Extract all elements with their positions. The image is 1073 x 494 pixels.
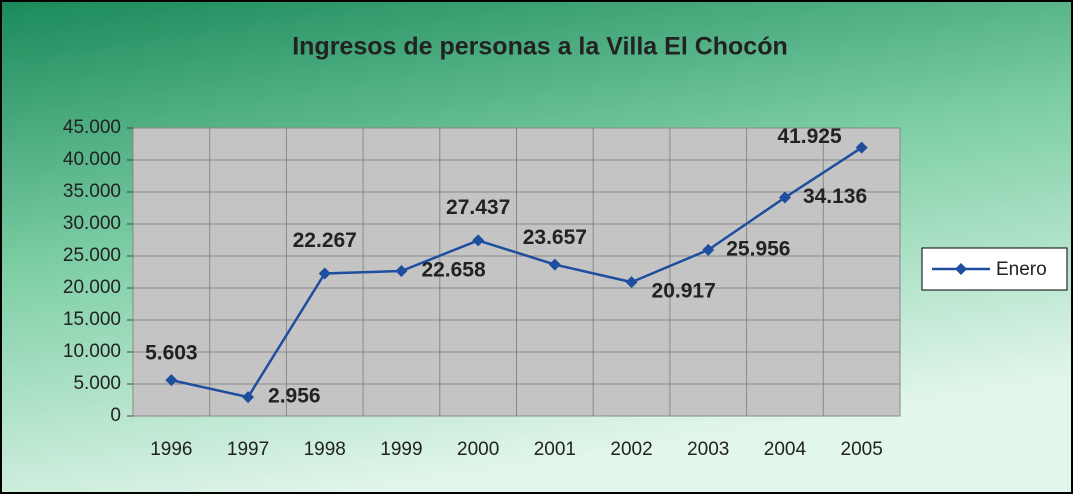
data-label: 22.658 <box>421 259 486 282</box>
x-tick-label: 2001 <box>534 439 576 460</box>
x-tick-label: 2004 <box>764 439 807 460</box>
data-label: 2.956 <box>268 385 321 408</box>
data-label: 27.437 <box>446 196 510 219</box>
y-tick-label: 35.000 <box>63 181 121 202</box>
y-tick-label: 10.000 <box>63 341 121 362</box>
marker <box>242 391 255 404</box>
marker <box>625 276 638 289</box>
y-tick-label: 40.000 <box>63 149 121 170</box>
y-tick-label: 5.000 <box>73 373 121 394</box>
marker <box>702 243 715 256</box>
marker <box>778 191 791 204</box>
marker <box>395 264 408 277</box>
y-tick-label: 30.000 <box>63 213 121 234</box>
data-label: 23.657 <box>523 226 587 249</box>
data-label: 25.956 <box>726 237 790 260</box>
marker <box>548 258 561 271</box>
x-tick-label: 1999 <box>380 439 422 460</box>
data-label: 22.267 <box>293 229 357 252</box>
y-tick-label: 25.000 <box>63 245 121 266</box>
y-tick-label: 15.000 <box>63 309 121 330</box>
x-tick-label: 1998 <box>304 439 346 460</box>
data-label: 20.917 <box>652 280 716 303</box>
x-tick-label: 2002 <box>610 439 652 460</box>
x-tick-label: 1996 <box>150 439 192 460</box>
legend-label: Enero <box>996 259 1047 280</box>
x-tick-label: 1997 <box>227 439 269 460</box>
line <box>171 146 863 399</box>
chart-title: Ingresos de personas a la Villa El Chocó… <box>292 33 788 61</box>
data-label: 41.925 <box>777 125 842 148</box>
data-label: 34.136 <box>803 185 867 208</box>
x-tick-label: 2003 <box>687 439 729 460</box>
x-tick-label: 2005 <box>841 439 883 460</box>
y-tick-label: 45.000 <box>63 117 121 138</box>
y-tick-label: 0 <box>110 405 121 426</box>
marker <box>855 141 868 154</box>
y-tick-label: 20.000 <box>63 277 121 298</box>
marker <box>472 234 485 247</box>
marker <box>318 267 331 280</box>
marker <box>165 374 178 387</box>
data-label: 5.603 <box>145 342 198 365</box>
x-tick-label: 2000 <box>457 439 499 460</box>
legend-marker <box>955 263 967 275</box>
